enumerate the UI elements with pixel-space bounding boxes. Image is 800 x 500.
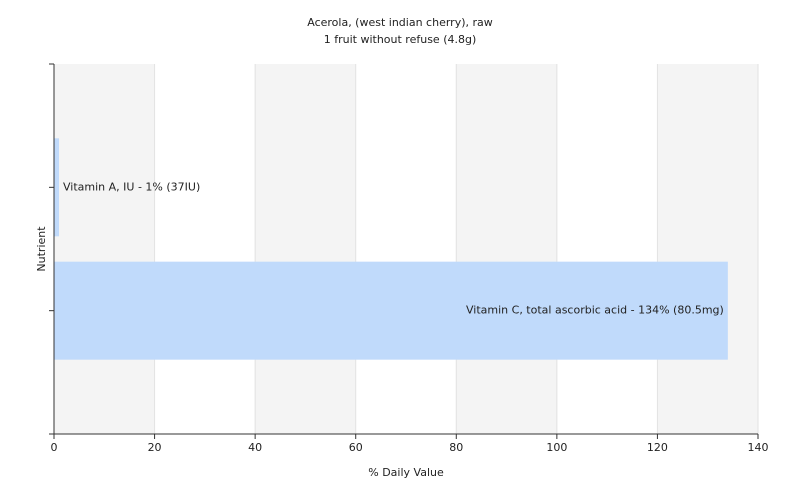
plot-band [456,64,557,434]
x-tick-label: 0 [51,441,58,454]
chart-title: Acerola, (west indian cherry), raw [307,16,493,29]
plot-band [255,64,356,434]
bar [54,138,60,237]
bar [54,261,728,360]
plot-band [54,64,155,434]
chart-subtitle: 1 fruit without refuse (4.8g) [324,33,477,46]
x-tick-label: 140 [748,441,769,454]
x-tick-label: 100 [546,441,567,454]
value-label: Vitamin A, IU - 1% (37IU) [63,180,200,193]
y-axis-label: Nutrient [35,226,48,272]
plot-band [556,64,658,434]
x-tick-label: 120 [647,441,668,454]
plot-band [154,64,256,434]
x-tick-label: 20 [148,441,162,454]
x-tick-label: 60 [349,441,363,454]
x-tick-label: 40 [248,441,262,454]
value-label: Vitamin C, total ascorbic acid - 134% (8… [466,304,724,317]
plot-band [355,64,457,434]
plot-band [657,64,758,434]
x-tick-label: 80 [449,441,463,454]
x-axis-label: % Daily Value [368,466,444,479]
